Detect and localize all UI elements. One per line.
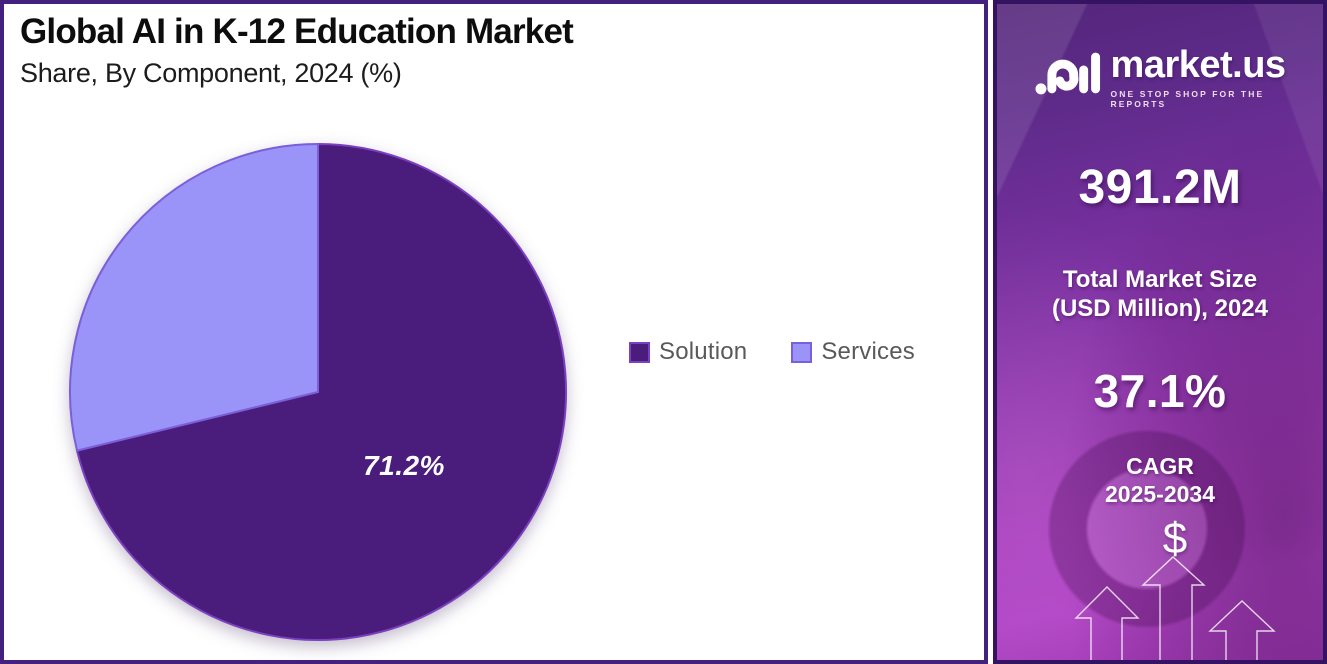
services-swatch-icon (791, 341, 813, 363)
legend-label-services: Services (821, 338, 915, 365)
cagr-label-line1: CAGR (1126, 453, 1194, 479)
cagr-label: CAGR 2025-2034 (997, 452, 1323, 508)
pie-slice-services (69, 142, 319, 452)
brand-block: market.us ONE STOP SHOP FOR THE REPORTS (1035, 44, 1323, 109)
chart-header: Global AI in K-12 Education Market Share… (20, 12, 574, 89)
dollar-sign-icon: $ (1162, 514, 1188, 563)
page-subtitle: Share, By Component, 2024 (%) (20, 58, 402, 89)
brand-tagline: ONE STOP SHOP FOR THE REPORTS (1110, 88, 1265, 109)
pie-slice-solution (75, 142, 567, 641)
chart-panel: Global AI in K-12 Education Market Share… (0, 0, 988, 664)
pie-data-label: 71.2% (363, 450, 445, 481)
brand-text: market.us ONE STOP SHOP FOR THE REPORTS (1111, 44, 1323, 109)
legend-label-solution: Solution (659, 338, 748, 365)
legend-item-services: Services (791, 338, 915, 366)
market-size-label-line2: (USD Million), 2024 (1051, 295, 1269, 323)
market-us-logo-icon (1035, 52, 1101, 95)
growth-arrow-left-icon (1074, 586, 1140, 660)
market-size-value: 391.2M (1078, 161, 1242, 214)
growth-arrows-icon (1074, 556, 1276, 660)
brand-name: market.us (1110, 44, 1287, 86)
chart-legend: Solution Services (629, 338, 915, 366)
brand-sidebar: market.us ONE STOP SHOP FOR THE REPORTS … (993, 0, 1327, 664)
page-title: Global AI in K-12 Education Market (20, 12, 574, 51)
pie-chart (69, 142, 567, 641)
growth-arrow-right-icon (1208, 600, 1276, 660)
cagr-label-line2: 2025-2034 (1105, 481, 1215, 508)
growth-arrow-middle-icon (1141, 556, 1206, 660)
cagr-value: 37.1% (1093, 365, 1227, 417)
solution-swatch-icon (629, 341, 650, 363)
legend-item-solution: Solution (629, 338, 747, 366)
market-size-label: Total Market Size (USD Million), 2024 (997, 265, 1323, 324)
market-size-label-line1: Total Market Size (1062, 266, 1258, 293)
